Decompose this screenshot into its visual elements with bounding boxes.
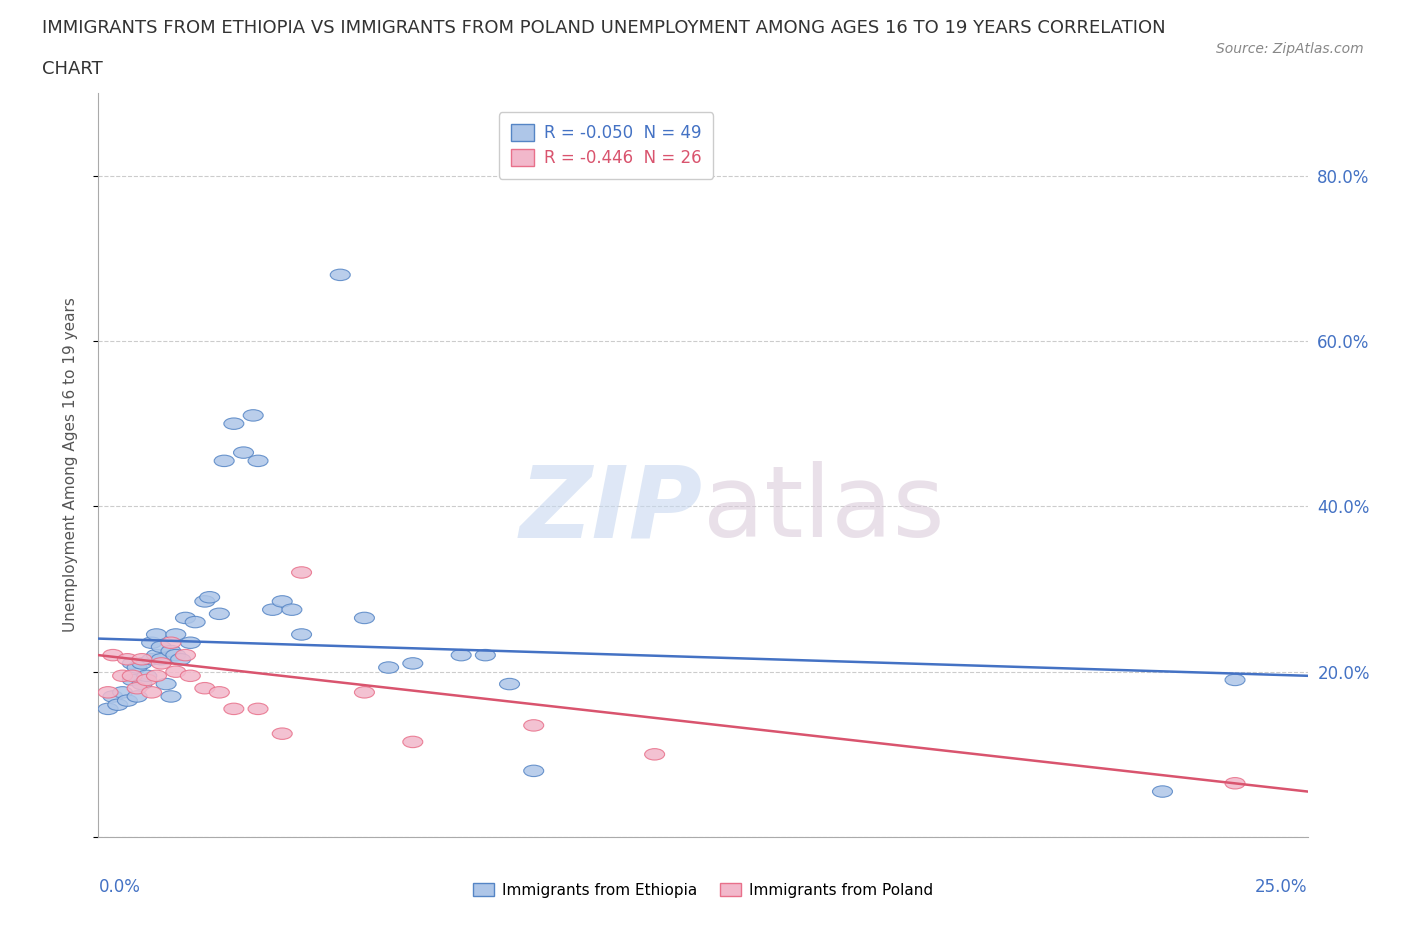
Ellipse shape [475, 649, 495, 661]
Ellipse shape [281, 604, 302, 616]
Ellipse shape [214, 455, 235, 467]
Ellipse shape [243, 410, 263, 421]
Ellipse shape [291, 629, 312, 640]
Text: atlas: atlas [703, 461, 945, 558]
Legend: R = -0.050  N = 49, R = -0.446  N = 26: R = -0.050 N = 49, R = -0.446 N = 26 [499, 113, 713, 179]
Ellipse shape [354, 686, 374, 698]
Ellipse shape [166, 649, 186, 661]
Y-axis label: Unemployment Among Ages 16 to 19 years: Unemployment Among Ages 16 to 19 years [63, 298, 77, 632]
Ellipse shape [273, 728, 292, 739]
Ellipse shape [224, 418, 243, 430]
Ellipse shape [209, 608, 229, 619]
Text: Source: ZipAtlas.com: Source: ZipAtlas.com [1216, 42, 1364, 56]
Ellipse shape [160, 691, 181, 702]
Ellipse shape [103, 649, 122, 661]
Ellipse shape [127, 662, 148, 673]
Ellipse shape [152, 641, 172, 653]
Ellipse shape [132, 678, 152, 690]
Ellipse shape [132, 654, 152, 665]
Ellipse shape [200, 591, 219, 603]
Ellipse shape [142, 686, 162, 698]
Ellipse shape [402, 737, 423, 748]
Text: 25.0%: 25.0% [1256, 878, 1308, 896]
Ellipse shape [330, 269, 350, 281]
Ellipse shape [176, 649, 195, 661]
Ellipse shape [499, 678, 520, 690]
Ellipse shape [233, 447, 253, 458]
Ellipse shape [112, 686, 132, 698]
Ellipse shape [108, 699, 128, 711]
Ellipse shape [180, 637, 200, 648]
Ellipse shape [146, 649, 166, 661]
Ellipse shape [156, 678, 176, 690]
Ellipse shape [451, 649, 471, 661]
Ellipse shape [152, 658, 172, 669]
Ellipse shape [263, 604, 283, 616]
Ellipse shape [180, 671, 200, 682]
Ellipse shape [402, 658, 423, 669]
Ellipse shape [122, 671, 142, 682]
Ellipse shape [523, 720, 544, 731]
Ellipse shape [523, 765, 544, 777]
Ellipse shape [1225, 777, 1246, 789]
Ellipse shape [98, 686, 118, 698]
Ellipse shape [291, 566, 312, 578]
Ellipse shape [224, 703, 243, 714]
Ellipse shape [160, 637, 181, 648]
Ellipse shape [160, 645, 181, 657]
Ellipse shape [122, 658, 142, 669]
Ellipse shape [176, 612, 195, 624]
Ellipse shape [247, 703, 269, 714]
Ellipse shape [166, 629, 186, 640]
Ellipse shape [122, 674, 142, 685]
Ellipse shape [103, 691, 122, 702]
Ellipse shape [112, 671, 132, 682]
Text: ZIP: ZIP [520, 461, 703, 558]
Ellipse shape [644, 749, 665, 760]
Ellipse shape [152, 654, 172, 665]
Ellipse shape [127, 691, 148, 702]
Text: CHART: CHART [42, 60, 103, 78]
Ellipse shape [146, 671, 166, 682]
Ellipse shape [136, 674, 157, 685]
Ellipse shape [146, 629, 166, 640]
Ellipse shape [118, 695, 138, 706]
Ellipse shape [127, 683, 148, 694]
Ellipse shape [354, 612, 374, 624]
Ellipse shape [142, 637, 162, 648]
Ellipse shape [142, 654, 162, 665]
Ellipse shape [118, 654, 138, 665]
Ellipse shape [166, 666, 186, 677]
Ellipse shape [170, 654, 191, 665]
Ellipse shape [1225, 674, 1246, 685]
Text: 0.0%: 0.0% [98, 878, 141, 896]
Ellipse shape [195, 596, 215, 607]
Ellipse shape [186, 617, 205, 628]
Ellipse shape [209, 686, 229, 698]
Ellipse shape [247, 455, 269, 467]
Ellipse shape [132, 658, 152, 669]
Ellipse shape [378, 662, 399, 673]
Ellipse shape [98, 703, 118, 714]
Ellipse shape [136, 671, 157, 682]
Ellipse shape [195, 683, 215, 694]
Ellipse shape [273, 596, 292, 607]
Ellipse shape [1153, 786, 1173, 797]
Legend: Immigrants from Ethiopia, Immigrants from Poland: Immigrants from Ethiopia, Immigrants fro… [467, 876, 939, 904]
Text: IMMIGRANTS FROM ETHIOPIA VS IMMIGRANTS FROM POLAND UNEMPLOYMENT AMONG AGES 16 TO: IMMIGRANTS FROM ETHIOPIA VS IMMIGRANTS F… [42, 19, 1166, 36]
